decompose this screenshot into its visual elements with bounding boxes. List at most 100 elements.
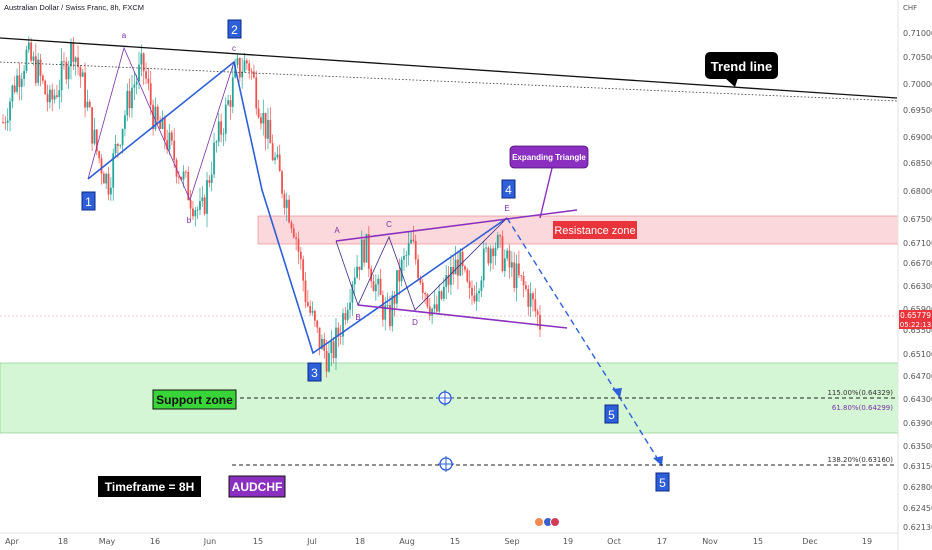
wave-label-D: D — [412, 318, 418, 327]
candle-body — [4, 122, 7, 124]
candle-body — [328, 353, 330, 372]
candle-body — [384, 305, 387, 320]
svg-text:Support zone: Support zone — [156, 393, 233, 407]
wave-label-C: C — [386, 220, 392, 229]
candle-body — [102, 173, 105, 184]
candle-body — [386, 305, 389, 306]
candle-body — [517, 263, 520, 276]
candle-body — [25, 49, 28, 72]
triangle-lower-line — [357, 304, 568, 329]
candle-body — [410, 239, 412, 244]
svg-text:AUDCHF: AUDCHF — [232, 480, 283, 494]
wave-5-label: 5 — [604, 404, 619, 424]
candle-body — [510, 262, 513, 268]
candle-body — [243, 60, 246, 72]
candle-body — [433, 304, 436, 309]
candle-body — [6, 120, 9, 123]
candle-body — [468, 281, 471, 288]
candle-body — [215, 141, 218, 143]
candle-body — [459, 251, 462, 276]
wave-5-extended-label: 5 — [655, 472, 670, 492]
candle-body — [276, 154, 279, 158]
candle-body — [440, 291, 443, 299]
wave-label-B: B — [355, 313, 360, 322]
x-tick-label: 19 — [862, 537, 872, 546]
candle-body — [353, 277, 356, 285]
support-zone-label: Support zone — [152, 389, 237, 410]
candle-body — [58, 90, 61, 97]
candle-body — [63, 61, 65, 62]
candle-body — [321, 338, 323, 350]
candle-body — [93, 129, 96, 144]
wave-label-b: b — [187, 216, 192, 225]
candle-body — [229, 100, 232, 107]
candle-body — [274, 157, 276, 161]
trend-line-callout: Trend line — [705, 52, 778, 87]
candle-body — [88, 101, 91, 108]
candle-body — [2, 122, 4, 123]
svg-text:2: 2 — [231, 23, 238, 37]
candle-body — [466, 269, 469, 282]
candle-body — [487, 247, 490, 264]
candle-body — [60, 61, 63, 91]
wave-label-a: a — [122, 31, 127, 40]
target-icon — [437, 390, 453, 406]
event-icon[interactable] — [534, 517, 544, 527]
candle-body — [196, 209, 199, 211]
candle-body — [271, 143, 274, 161]
candle-body — [159, 120, 162, 129]
candle-body — [168, 132, 171, 150]
candle-body — [520, 275, 523, 277]
candle-body — [131, 87, 133, 109]
candle-body — [522, 276, 525, 286]
candle-body — [475, 293, 478, 302]
candle-body — [182, 171, 185, 180]
candle-body — [525, 285, 527, 290]
candle-body — [81, 72, 84, 77]
candle-body — [478, 290, 480, 294]
candle-body — [98, 151, 101, 159]
candle-body — [41, 75, 44, 81]
candle-body — [412, 239, 415, 241]
candle-body — [309, 306, 312, 313]
x-tick-label: 18 — [355, 537, 365, 546]
candle-body — [138, 64, 140, 82]
candle-body — [302, 259, 305, 281]
x-tick-label: 16 — [150, 537, 160, 546]
candle-body — [337, 327, 340, 337]
candle-body — [318, 327, 321, 350]
candle-body — [220, 121, 222, 135]
candle-body — [292, 228, 295, 238]
candle-body — [67, 66, 70, 80]
svg-text:Trend line: Trend line — [711, 59, 772, 74]
candle-body — [189, 200, 192, 209]
candle-body — [367, 234, 370, 269]
candle-body — [311, 311, 314, 313]
candle-body — [210, 174, 213, 183]
x-tick-label: Nov — [702, 537, 718, 546]
candle-body — [124, 115, 126, 129]
candle-body — [342, 313, 344, 337]
candle-body — [527, 289, 530, 307]
candle-body — [133, 84, 136, 88]
candle-body — [48, 89, 51, 103]
candle-body — [496, 235, 499, 248]
candle-body — [445, 275, 448, 287]
candle-body — [377, 278, 380, 285]
event-icon[interactable] — [550, 517, 560, 527]
candle-body — [454, 259, 457, 275]
candle-body — [414, 240, 417, 260]
wave-2-label: 2 — [227, 19, 242, 39]
candle-body — [438, 291, 441, 312]
triangle-callout-line — [539, 163, 554, 219]
elliott-wave-path — [87, 60, 508, 355]
candle-body — [163, 117, 166, 141]
